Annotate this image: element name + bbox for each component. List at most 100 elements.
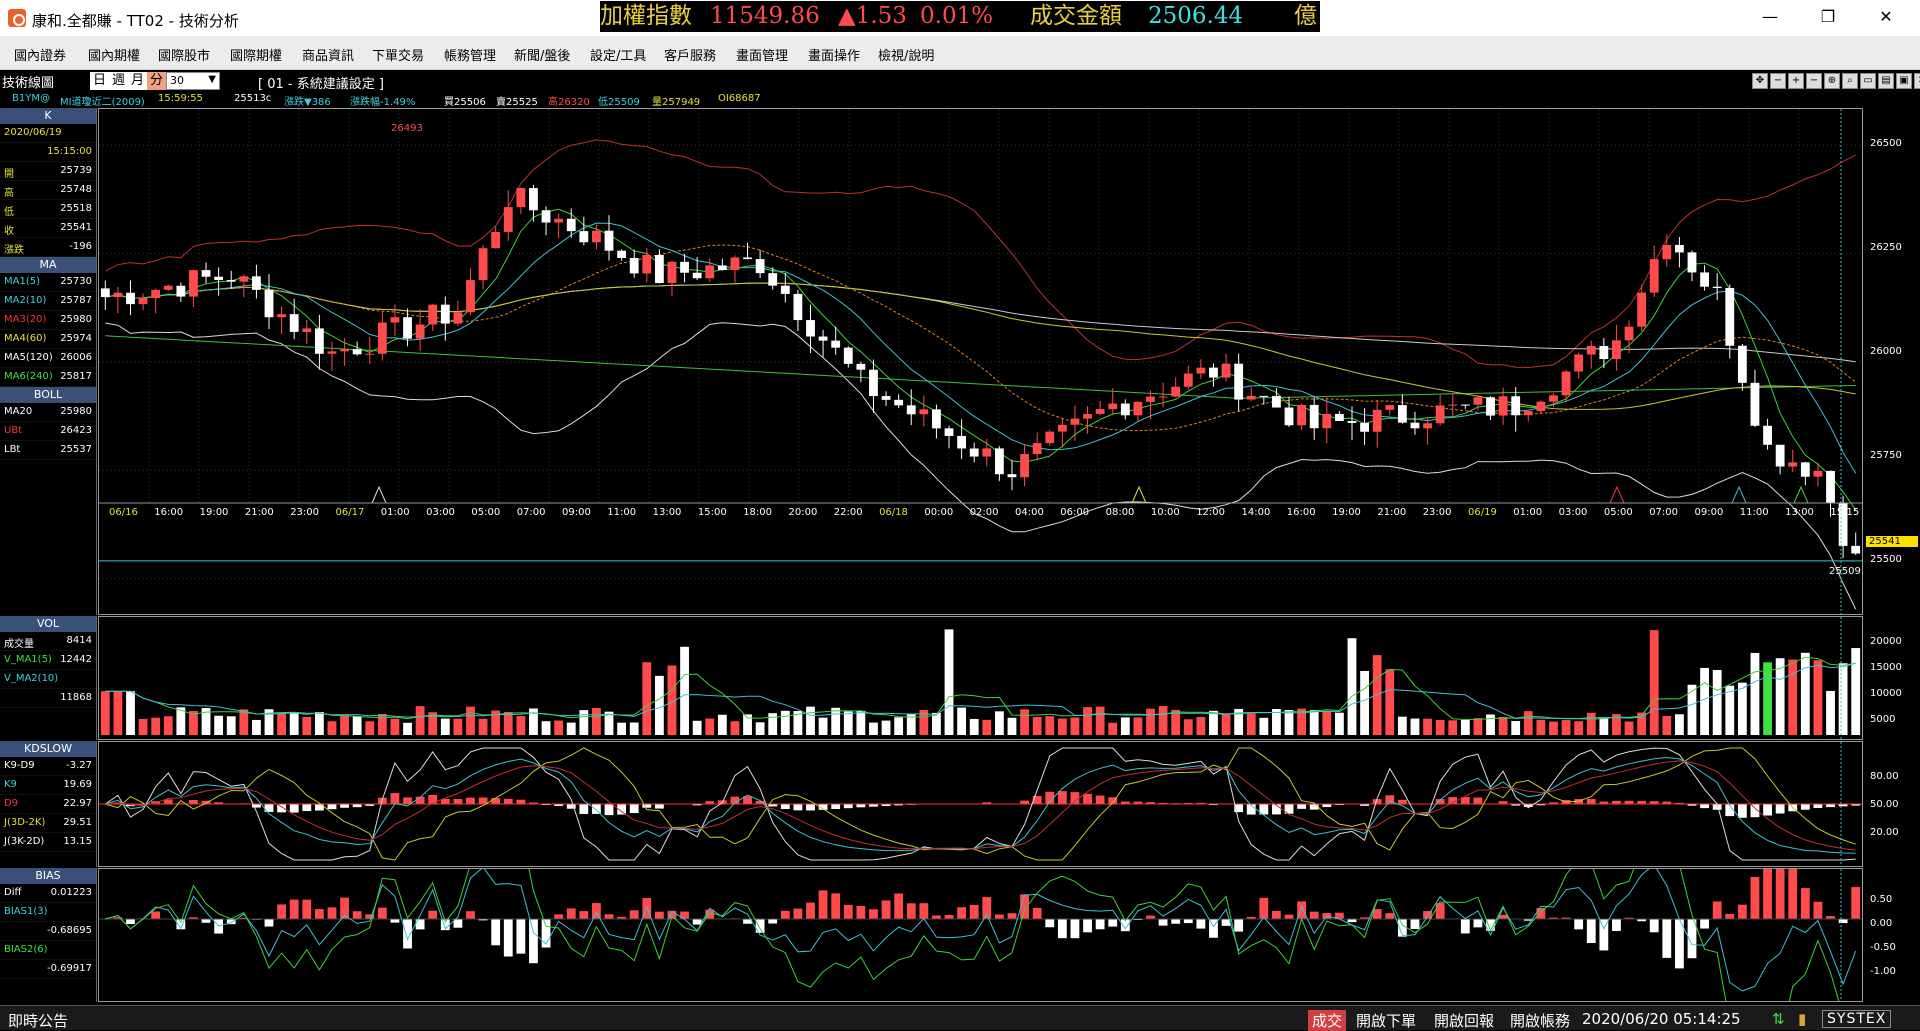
plus-icon[interactable]: + xyxy=(1788,73,1804,89)
kd-diff-bar xyxy=(630,804,639,813)
interval-select[interactable]: 30 ▼ xyxy=(166,72,220,90)
menu-item-7[interactable]: 新聞/盤後 xyxy=(514,45,570,64)
window-icon[interactable]: ▣ xyxy=(1896,73,1912,89)
maximize-button[interactable]: ❐ xyxy=(1816,6,1840,28)
candle-body xyxy=(365,354,374,355)
period-button-0[interactable]: 日 xyxy=(90,72,109,90)
status-button-2[interactable]: 開啟回報 xyxy=(1434,1010,1494,1031)
row-value: 8414 xyxy=(67,635,92,646)
strategy-label[interactable]: [ 01 - 系統建議設定 ] xyxy=(258,73,384,92)
bias-diff-bar xyxy=(1814,902,1823,919)
volume-bar xyxy=(328,721,337,735)
bias-diff-bar xyxy=(1587,919,1596,943)
menu-item-12[interactable]: 檢視/說明 xyxy=(878,45,934,64)
volume-bar xyxy=(1776,658,1785,735)
bias-diff-bar xyxy=(1146,916,1155,919)
bias-diff-bar xyxy=(391,919,400,923)
search-icon[interactable]: ⌕ xyxy=(1842,73,1858,89)
menu-item-0[interactable]: 國內證券 xyxy=(14,45,66,64)
menu-item-10[interactable]: 畫面管理 xyxy=(736,45,788,64)
menu-item-8[interactable]: 設定/工具 xyxy=(590,45,646,64)
minus-icon[interactable]: − xyxy=(1806,73,1822,89)
menu-item-9[interactable]: 客戶服務 xyxy=(664,45,716,64)
zoom-in-icon[interactable]: ⊕ xyxy=(1824,73,1840,89)
volume-bar xyxy=(1373,655,1382,735)
volume-bar xyxy=(1071,718,1080,735)
bias_panel-rows-row: BIAS1(3) xyxy=(0,903,96,922)
zoom-out-icon[interactable]: − xyxy=(1770,73,1786,89)
candle-body xyxy=(1814,471,1823,477)
bias-diff-bar xyxy=(1612,919,1621,931)
row-value: 25974 xyxy=(60,333,92,344)
volume-bar xyxy=(416,706,425,735)
print-icon[interactable]: ▤ xyxy=(1878,73,1894,89)
volume-bar xyxy=(1713,670,1722,735)
candle-body xyxy=(227,280,236,282)
bias-diff-bar xyxy=(1171,919,1180,924)
kd-chart[interactable] xyxy=(98,741,1863,867)
menu-item-1[interactable]: 國內期權 xyxy=(88,45,140,64)
candle-body xyxy=(1524,411,1533,415)
time-tick: 03:00 xyxy=(1559,507,1588,518)
status-button-0[interactable]: 成交 xyxy=(1308,1010,1346,1031)
candle-body xyxy=(567,219,576,231)
candle-body xyxy=(1335,414,1344,421)
bias-diff-bar xyxy=(693,919,702,925)
vol_panel-rows-row: 11868 xyxy=(0,689,96,708)
bias_panel-rows-row: -0.69917 xyxy=(0,960,96,979)
bias-diff-bar xyxy=(151,912,160,919)
period-button-3[interactable]: 分 xyxy=(147,72,166,90)
volume-bar xyxy=(479,719,488,735)
candle-body xyxy=(340,349,349,351)
volume-chart[interactable] xyxy=(98,616,1863,740)
status-button-1[interactable]: 開啟下單 xyxy=(1356,1010,1416,1031)
candle-body xyxy=(1662,245,1671,259)
menu-item-5[interactable]: 下單交易 xyxy=(372,45,424,64)
minimize-button[interactable]: — xyxy=(1758,6,1782,28)
cursor-icon[interactable]: ✥ xyxy=(1752,73,1768,89)
bias-diff-bar xyxy=(1650,919,1659,932)
menu-item-2[interactable]: 國際股市 xyxy=(158,45,210,64)
volume-bar xyxy=(1662,716,1671,735)
bias-chart[interactable] xyxy=(98,868,1863,1002)
axis-tick: 10000 xyxy=(1870,688,1902,699)
period-button-1[interactable]: 週 xyxy=(109,72,128,90)
time-tick: 16:00 xyxy=(154,507,183,518)
row-value: 0.01223 xyxy=(51,887,92,898)
copy-icon[interactable]: ▭ xyxy=(1860,73,1876,89)
close-button[interactable]: ✕ xyxy=(1874,6,1898,28)
boll-header: BOLL xyxy=(0,387,96,403)
bias-diff-bar xyxy=(1411,919,1420,929)
quote-info-row: B1YM@ MI道瓊近二(2009) 15:59:55 25513c 漲跌▼38… xyxy=(0,92,1920,107)
signal-icon: ▮ xyxy=(1798,1010,1806,1028)
row-value: 25518 xyxy=(60,203,92,214)
volume-bar xyxy=(1625,721,1634,735)
status-button-3[interactable]: 開啟帳務 xyxy=(1510,1010,1570,1031)
volume-bar xyxy=(542,721,551,735)
bias-diff-bar xyxy=(567,908,576,919)
row-label: 開 xyxy=(4,165,14,180)
time-tick: 19:00 xyxy=(1332,507,1361,518)
volume-bar xyxy=(239,709,248,735)
menu-item-3[interactable]: 國際期權 xyxy=(230,45,282,64)
close-icon[interactable]: ✕ xyxy=(1914,73,1920,89)
time-tick: 10:00 xyxy=(1151,507,1180,518)
volume-bar xyxy=(1788,660,1797,735)
volume-bar xyxy=(617,723,626,735)
menu-item-6[interactable]: 帳務管理 xyxy=(444,45,496,64)
announcement-link[interactable]: 即時公告 xyxy=(8,1010,68,1031)
ma_panel-rows-row: MA6(240)25817 xyxy=(0,368,96,387)
k-date: 2020/06/19 xyxy=(4,127,62,138)
menu-item-11[interactable]: 畫面操作 xyxy=(808,45,860,64)
bias-diff-bar xyxy=(1071,919,1080,938)
index-value: 11549.86 xyxy=(710,1,820,32)
menu-item-4[interactable]: 商品資訊 xyxy=(302,45,354,64)
period-button-2[interactable]: 月 xyxy=(128,72,147,90)
candle-body xyxy=(1146,397,1155,402)
candle-body xyxy=(1650,259,1659,292)
candle-body xyxy=(1562,372,1571,396)
row-label: MA6(240) xyxy=(4,371,53,382)
volume-bar xyxy=(139,719,148,735)
